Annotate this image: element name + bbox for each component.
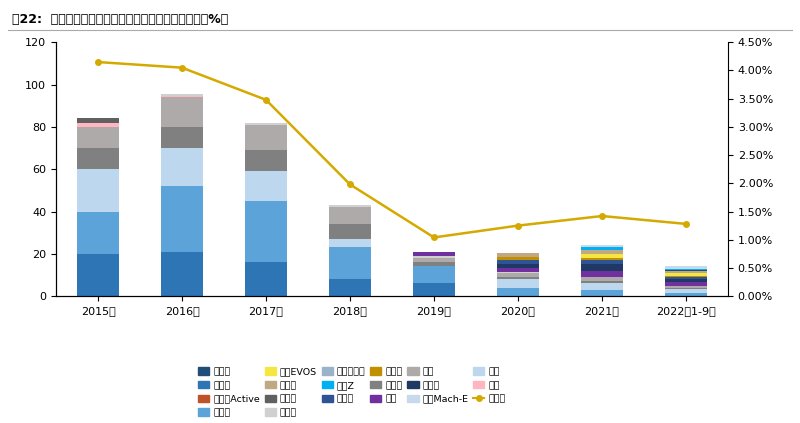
Bar: [497, 279, 539, 288]
Bar: [245, 150, 287, 171]
Bar: [329, 239, 371, 247]
Bar: [77, 169, 119, 212]
Bar: [665, 283, 707, 286]
Bar: [581, 254, 623, 258]
Bar: [329, 224, 371, 239]
Bar: [413, 283, 455, 296]
Text: 图22:  长安福特年度终端销量结构（万辆）及市占率（%）: 图22: 长安福特年度终端销量结构（万辆）及市占率（%）: [12, 13, 228, 26]
Bar: [161, 96, 203, 97]
Bar: [581, 264, 623, 271]
Bar: [77, 148, 119, 169]
Bar: [245, 125, 287, 150]
Bar: [665, 288, 707, 289]
Bar: [413, 262, 455, 266]
Bar: [665, 273, 707, 276]
Legend: 飞行家, 福克斯, 福克斯Active, 福睿斯, 福特EVOS, 航海家, 嘉年华, 金牛座, 经典福克斯, 林肯Z, 麦柯斯, 冒险家, 蒙迪欧, 锐际, : 飞行家, 福克斯, 福克斯Active, 福睿斯, 福特EVOS, 航海家, 嘉…: [195, 364, 508, 420]
Bar: [497, 253, 539, 257]
Bar: [77, 118, 119, 123]
Bar: [581, 281, 623, 283]
Bar: [329, 205, 371, 207]
Bar: [581, 250, 623, 254]
Bar: [329, 247, 371, 279]
Bar: [665, 271, 707, 273]
Bar: [245, 123, 287, 125]
Bar: [497, 268, 539, 272]
Bar: [245, 201, 287, 262]
Bar: [665, 276, 707, 277]
Bar: [665, 289, 707, 293]
Bar: [161, 148, 203, 186]
Bar: [413, 252, 455, 256]
Bar: [581, 283, 623, 290]
Bar: [497, 277, 539, 279]
Bar: [581, 271, 623, 277]
Bar: [77, 254, 119, 296]
Bar: [77, 123, 119, 127]
Bar: [161, 127, 203, 148]
Bar: [245, 171, 287, 201]
Bar: [581, 277, 623, 281]
Bar: [413, 256, 455, 258]
Bar: [581, 290, 623, 296]
Bar: [665, 270, 707, 271]
Bar: [161, 186, 203, 252]
Bar: [581, 245, 623, 247]
Bar: [665, 286, 707, 288]
Bar: [497, 257, 539, 260]
Bar: [497, 273, 539, 277]
Bar: [245, 262, 287, 296]
Bar: [77, 127, 119, 148]
Bar: [665, 293, 707, 296]
Bar: [329, 207, 371, 224]
Bar: [497, 260, 539, 264]
Bar: [329, 279, 371, 296]
Bar: [413, 258, 455, 262]
Bar: [497, 288, 539, 296]
Bar: [413, 266, 455, 283]
Bar: [665, 277, 707, 279]
Bar: [161, 97, 203, 127]
Bar: [497, 264, 539, 268]
Bar: [77, 212, 119, 254]
Bar: [161, 252, 203, 296]
Bar: [665, 269, 707, 270]
Bar: [581, 258, 623, 260]
Bar: [665, 279, 707, 283]
Bar: [665, 266, 707, 269]
Bar: [581, 247, 623, 250]
Bar: [581, 260, 623, 264]
Bar: [161, 94, 203, 96]
Bar: [581, 244, 623, 245]
Bar: [497, 272, 539, 273]
